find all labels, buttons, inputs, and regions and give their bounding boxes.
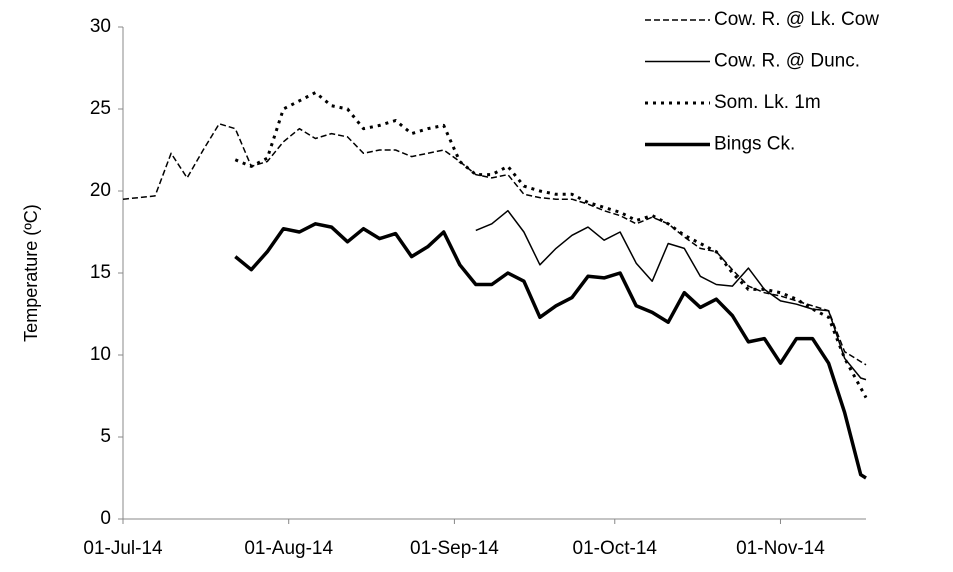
x-tick-label: 01-Oct-14 xyxy=(573,538,658,559)
x-tick-label: 01-Nov-14 xyxy=(736,538,825,559)
series-line xyxy=(234,222,867,480)
legend-label: Bings Ck. xyxy=(714,134,795,155)
series-line xyxy=(122,123,867,366)
y-tick-label: 10 xyxy=(90,344,111,365)
y-tick-label: 30 xyxy=(90,16,111,37)
y-tick-label: 25 xyxy=(90,98,111,119)
x-tick-label: 01-Jul-14 xyxy=(83,538,163,559)
y-tick-label: 20 xyxy=(90,180,111,201)
series-line xyxy=(234,91,868,399)
x-tick-label: 01-Aug-14 xyxy=(244,538,333,559)
legend-label: Cow. R. @ Dunc. xyxy=(714,51,860,72)
y-tick-label: 0 xyxy=(100,508,111,529)
x-tick-label: 01-Sep-14 xyxy=(410,538,499,559)
y-tick-label: 5 xyxy=(100,426,111,447)
legend-label: Som. Lk. 1m xyxy=(714,92,821,113)
y-axis-label: Temperature (ºC) xyxy=(21,204,41,342)
y-tick-label: 15 xyxy=(90,262,111,283)
legend-label: Cow. R. @ Lk. Cow xyxy=(714,9,879,30)
series-line xyxy=(475,209,867,381)
